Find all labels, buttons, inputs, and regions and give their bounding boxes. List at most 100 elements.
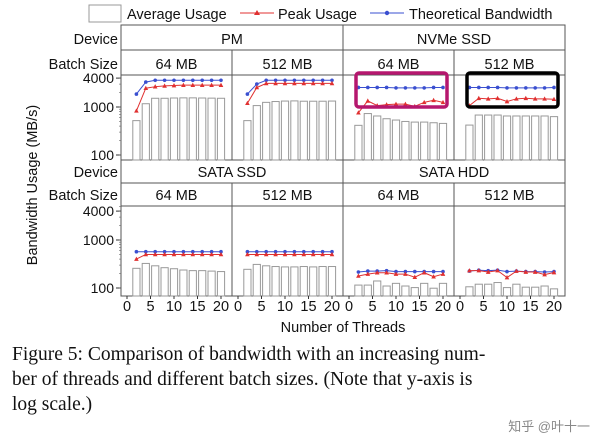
x-tick-label: 5 bbox=[368, 299, 376, 315]
average-bar bbox=[299, 266, 308, 297]
y-tick-label: 4000 bbox=[83, 70, 114, 86]
theoretical-point bbox=[144, 80, 148, 84]
y-tick-label: 100 bbox=[91, 147, 115, 163]
theoretical-line bbox=[136, 79, 221, 95]
average-bar bbox=[438, 282, 448, 297]
peak-point bbox=[329, 80, 335, 86]
peak-point bbox=[542, 272, 547, 277]
peak-point bbox=[504, 99, 510, 104]
legend-average-swatch bbox=[88, 4, 122, 23]
theoretical-point bbox=[200, 249, 204, 254]
average-bar bbox=[299, 100, 308, 161]
average-bar bbox=[429, 287, 438, 297]
theoretical-point bbox=[264, 249, 269, 254]
x-tick-label: 15 bbox=[522, 299, 538, 315]
peak-point bbox=[403, 271, 408, 276]
peak-point bbox=[245, 251, 250, 257]
theoretical-point bbox=[533, 86, 537, 90]
bandwidth-chart: Average Usage Peak Usage Theoretical Bandw… bbox=[25, 4, 566, 336]
x-tick-label: 0 bbox=[345, 299, 353, 315]
average-bar bbox=[401, 285, 410, 297]
theoretical-point bbox=[292, 249, 297, 254]
average-bar bbox=[382, 285, 391, 297]
y-tick-label: 4000 bbox=[83, 203, 114, 219]
average-bar bbox=[549, 116, 559, 161]
y-tick-label: 1000 bbox=[83, 99, 114, 115]
peak-point bbox=[467, 268, 472, 273]
average-bar bbox=[198, 97, 207, 161]
theoretical-point bbox=[542, 86, 547, 90]
average-bar bbox=[243, 120, 252, 161]
theoretical-point bbox=[283, 249, 287, 254]
theoretical-point bbox=[181, 249, 186, 254]
legend-peak-marker bbox=[254, 10, 260, 15]
average-bar bbox=[391, 119, 401, 161]
peak-point bbox=[393, 271, 399, 276]
peak-point bbox=[254, 84, 260, 90]
x-axis-label: Number of Threads bbox=[281, 320, 406, 336]
peak-point bbox=[542, 96, 547, 101]
x-tick-label: 10 bbox=[388, 299, 404, 315]
x-tick-label: 10 bbox=[166, 299, 182, 315]
peak-line bbox=[135, 84, 221, 112]
peak-point bbox=[320, 80, 325, 86]
batch-size-label: 512 MB bbox=[485, 57, 535, 73]
average-bar bbox=[354, 124, 363, 161]
peak-point bbox=[440, 271, 446, 276]
peak-line bbox=[469, 97, 555, 106]
row-label-batch-size: Batch Size bbox=[49, 188, 118, 204]
theoretical-point bbox=[477, 85, 481, 90]
average-bar bbox=[540, 285, 549, 297]
theoretical-point bbox=[283, 78, 287, 83]
legend-theoretical-label: Theoretical Bandwidth bbox=[409, 7, 552, 23]
average-bar bbox=[465, 286, 474, 297]
peak-point bbox=[320, 251, 325, 257]
average-bar bbox=[243, 268, 252, 297]
peak-point bbox=[523, 95, 529, 101]
average-bar bbox=[549, 288, 559, 297]
peak-point bbox=[190, 82, 196, 87]
peak-point bbox=[199, 82, 205, 87]
theoretical-point bbox=[219, 249, 223, 254]
theoretical-point bbox=[375, 85, 380, 90]
theoretical-point bbox=[254, 82, 259, 86]
theoretical-point bbox=[403, 86, 408, 90]
average-bar bbox=[141, 262, 150, 297]
theoretical-point bbox=[181, 78, 186, 83]
average-bar bbox=[132, 267, 141, 297]
average-bar bbox=[271, 266, 280, 297]
theoretical-point bbox=[422, 86, 427, 90]
peak-point bbox=[254, 251, 260, 257]
peak-point bbox=[143, 251, 149, 257]
peak-point bbox=[532, 96, 538, 101]
peak-point bbox=[292, 80, 297, 86]
x-tick-label: 15 bbox=[300, 299, 316, 315]
x-tick-label: 20 bbox=[546, 299, 562, 315]
average-bar bbox=[132, 120, 141, 161]
peak-point bbox=[356, 273, 361, 278]
theoretical-point bbox=[273, 249, 278, 254]
peak-point bbox=[245, 100, 250, 105]
device-label: SATA SSD bbox=[198, 165, 267, 181]
peak-point bbox=[393, 101, 399, 106]
theoretical-point bbox=[311, 249, 316, 254]
theoretical-point bbox=[384, 85, 389, 90]
peak-point bbox=[310, 80, 316, 86]
peak-point bbox=[143, 85, 149, 91]
peak-point bbox=[282, 80, 288, 86]
peak-point bbox=[495, 268, 500, 273]
peak-point bbox=[209, 82, 214, 87]
average-bar bbox=[290, 266, 299, 297]
y-tick-label: 100 bbox=[91, 280, 115, 296]
x-tick-label: 20 bbox=[435, 299, 451, 315]
average-bar bbox=[327, 100, 337, 161]
theoretical-point bbox=[505, 86, 509, 90]
average-bar bbox=[521, 115, 530, 161]
batch-size-label: 512 MB bbox=[263, 188, 313, 204]
theoretical-point bbox=[153, 78, 157, 83]
peak-point bbox=[162, 251, 167, 257]
theoretical-point bbox=[431, 269, 436, 274]
theoretical-point bbox=[302, 249, 306, 254]
average-bar bbox=[160, 267, 169, 297]
x-tick-label: 20 bbox=[324, 299, 340, 315]
